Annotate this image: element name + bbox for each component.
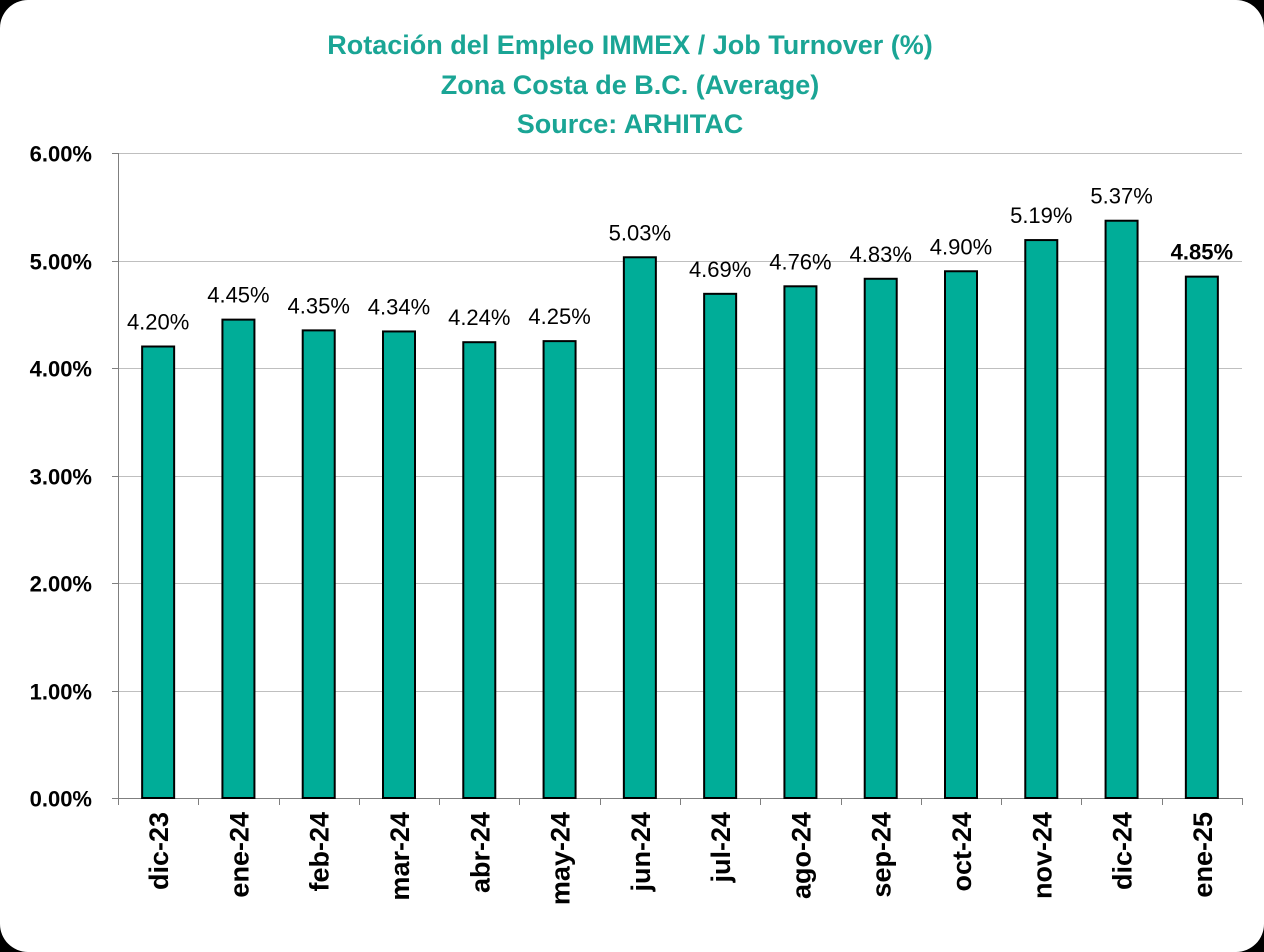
x-axis-tick-label: ene-24 — [224, 812, 254, 898]
x-axis-tick-label: ago-24 — [786, 812, 816, 899]
bar-dic-24 — [1104, 219, 1139, 800]
bar-oct-24 — [944, 270, 978, 799]
x-axis-tick-label: abr-24 — [465, 812, 495, 893]
chart-title: Rotación del Empleo IMMEX / Job Turnover… — [327, 30, 933, 139]
x-axis-tick-label: may-24 — [546, 812, 576, 905]
data-label: 5.03% — [609, 220, 671, 245]
y-axis-tick-label: 4.00% — [30, 357, 92, 382]
data-label: 4.85% — [1171, 240, 1233, 265]
bar-jul-24 — [703, 292, 738, 799]
data-label: 5.19% — [1010, 203, 1072, 228]
y-axis-tick-label: 2.00% — [30, 572, 92, 597]
y-axis-tick-label: 5.00% — [30, 250, 92, 275]
x-axis-tick-label: ene-25 — [1188, 812, 1218, 898]
data-labels: 4.20% 4.45% 4.35% 4.34% 4.24% 4.25% 5.03% 4.69%… — [127, 184, 1233, 335]
x-axis-tick-label: oct-24 — [947, 812, 977, 892]
bar-ene-25 — [1184, 275, 1219, 799]
x-axis-tick-label: jun-24 — [626, 812, 656, 893]
x-axis-tick-label: dic-24 — [1108, 812, 1138, 890]
data-label: 4.83% — [850, 242, 912, 267]
data-label: 4.20% — [127, 310, 189, 335]
x-axis-tick-label: mar-24 — [385, 812, 415, 901]
chart-title-line-2: Zona Costa de B.C. (Average) — [441, 70, 820, 100]
data-label: 4.45% — [207, 283, 269, 308]
data-label: 4.34% — [368, 294, 430, 319]
data-label: 4.90% — [930, 234, 992, 259]
data-label: 4.76% — [769, 249, 831, 274]
bar-jun-24 — [622, 256, 657, 799]
data-label: 4.35% — [288, 293, 350, 318]
bar-dic-23 — [141, 345, 176, 799]
x-axis-tick-labels: dic-23 ene-24 feb-24 mar-24 abr-24 may-24 jun-… — [144, 812, 1218, 905]
bar-abr-24 — [462, 341, 497, 799]
x-axis-tick-label: dic-23 — [144, 812, 174, 890]
y-axis-tick-label: 1.00% — [30, 680, 92, 705]
bar-nov-24 — [1024, 239, 1059, 799]
bar-feb-24 — [301, 329, 336, 799]
y-axis-tick-label: 0.00% — [30, 787, 92, 812]
axes — [112, 153, 1243, 805]
y-axis-tick-label: 6.00% — [30, 142, 92, 167]
x-axis-tick-label: feb-24 — [305, 812, 335, 892]
bar-ene-24 — [221, 318, 256, 799]
x-axis-tick-label: jul-24 — [706, 812, 736, 884]
data-label: 4.25% — [528, 304, 590, 329]
chart-title-line-3: Source: ARHITAC — [517, 109, 744, 139]
bar-mar-24 — [382, 330, 416, 799]
x-axis-tick-label: sep-24 — [867, 812, 897, 898]
bar-may-24 — [542, 340, 577, 799]
y-axis-tick-labels: 0.00% 1.00% 2.00% 3.00% 4.00% 5.00% 6.00% — [30, 142, 92, 812]
bar-ago-24 — [783, 285, 818, 799]
bars — [141, 219, 1219, 800]
data-label: 4.69% — [689, 257, 751, 282]
chart-title-line-1: Rotación del Empleo IMMEX / Job Turnover… — [327, 30, 933, 60]
bar-sep-24 — [863, 277, 898, 799]
data-label: 5.37% — [1090, 184, 1152, 209]
gridlines — [118, 153, 1242, 692]
y-axis-tick-label: 3.00% — [30, 465, 92, 490]
x-axis-tick-label: nov-24 — [1027, 812, 1057, 899]
data-label: 4.24% — [448, 305, 510, 330]
